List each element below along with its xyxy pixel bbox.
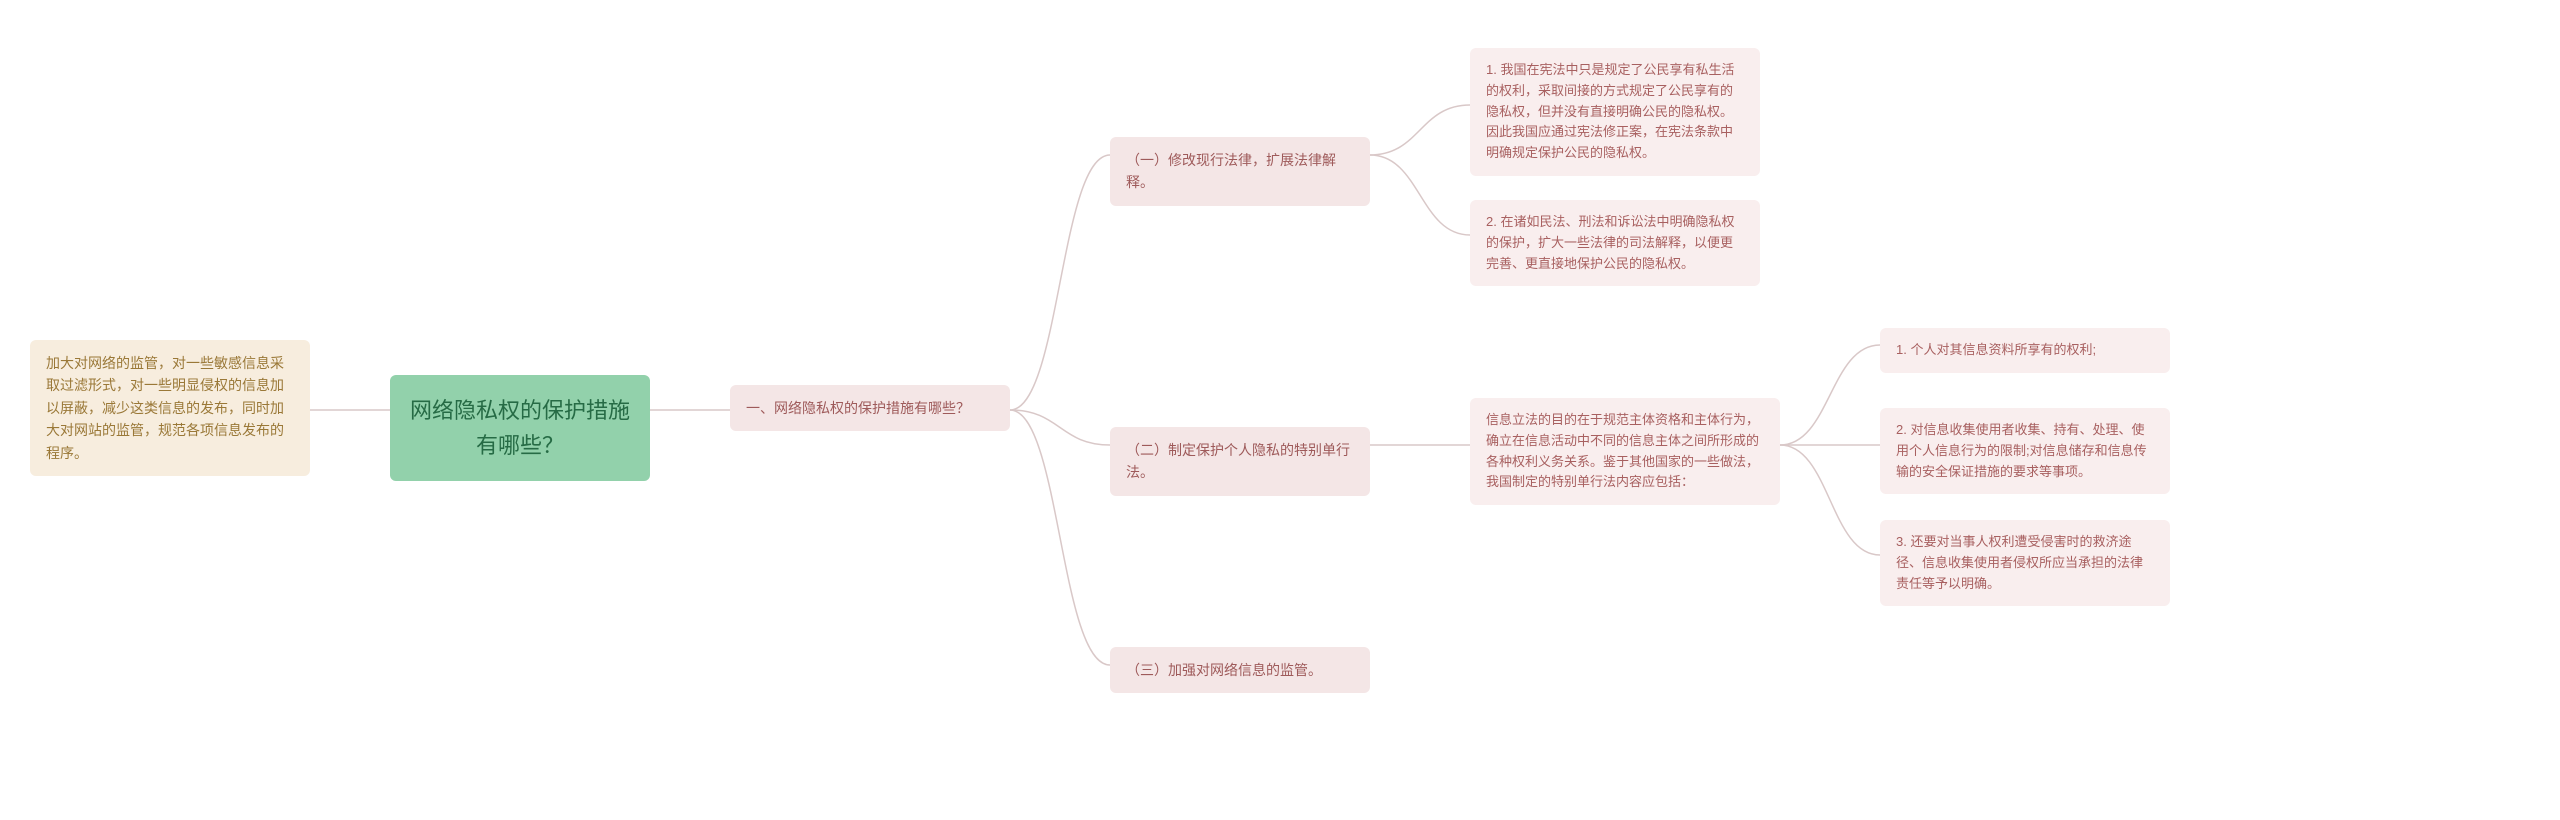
left-detail-text: 加大对网络的监管，对一些敏感信息采取过滤形式，对一些明显侵权的信息加以屏蔽，减少…	[46, 352, 294, 464]
root-node: 网络隐私权的保护措施有哪些？	[390, 375, 650, 481]
sub2c-node: 3. 还要对当事人权利遭受侵害时的救济途径、信息收集使用者侵权所应当承担的法律责…	[1880, 520, 2170, 606]
sub1-node: （一）修改现行法律，扩展法律解释。	[1110, 137, 1370, 206]
sub2-node: （二）制定保护个人隐私的特别单行法。	[1110, 427, 1370, 496]
sub2a-text: 1. 个人对其信息资料所享有的权利;	[1896, 340, 2096, 361]
sub1b-text: 2. 在诸如民法、刑法和诉讼法中明确隐私权的保护，扩大一些法律的司法解释，以便更…	[1486, 212, 1744, 274]
sub3-node: （三）加强对网络信息的监管。	[1110, 647, 1370, 693]
sub3-text: （三）加强对网络信息的监管。	[1126, 659, 1322, 681]
sub2b-node: 2. 对信息收集使用者收集、持有、处理、使用个人信息行为的限制;对信息储存和信息…	[1880, 408, 2170, 494]
sub2a-node: 1. 个人对其信息资料所享有的权利;	[1880, 328, 2170, 373]
level1-text: 一、网络隐私权的保护措施有哪些？	[746, 397, 970, 419]
sub2-text: （二）制定保护个人隐私的特别单行法。	[1126, 439, 1354, 484]
sub2b-text: 2. 对信息收集使用者收集、持有、处理、使用个人信息行为的限制;对信息储存和信息…	[1896, 420, 2154, 482]
root-text: 网络隐私权的保护措施有哪些？	[410, 393, 630, 463]
connector-layer	[0, 0, 2560, 820]
sub1a-text: 1. 我国在宪法中只是规定了公民享有私生活的权利，采取间接的方式规定了公民享有的…	[1486, 60, 1744, 164]
left-detail-node: 加大对网络的监管，对一些敏感信息采取过滤形式，对一些明显侵权的信息加以屏蔽，减少…	[30, 340, 310, 476]
level1-node: 一、网络隐私权的保护措施有哪些？	[730, 385, 1010, 431]
sub2-intro-node: 信息立法的目的在于规范主体资格和主体行为，确立在信息活动中不同的信息主体之间所形…	[1470, 398, 1780, 505]
sub2c-text: 3. 还要对当事人权利遭受侵害时的救济途径、信息收集使用者侵权所应当承担的法律责…	[1896, 532, 2154, 594]
sub1-text: （一）修改现行法律，扩展法律解释。	[1126, 149, 1354, 194]
sub1b-node: 2. 在诸如民法、刑法和诉讼法中明确隐私权的保护，扩大一些法律的司法解释，以便更…	[1470, 200, 1760, 286]
sub1a-node: 1. 我国在宪法中只是规定了公民享有私生活的权利，采取间接的方式规定了公民享有的…	[1470, 48, 1760, 176]
sub2-intro-text: 信息立法的目的在于规范主体资格和主体行为，确立在信息活动中不同的信息主体之间所形…	[1486, 410, 1764, 493]
